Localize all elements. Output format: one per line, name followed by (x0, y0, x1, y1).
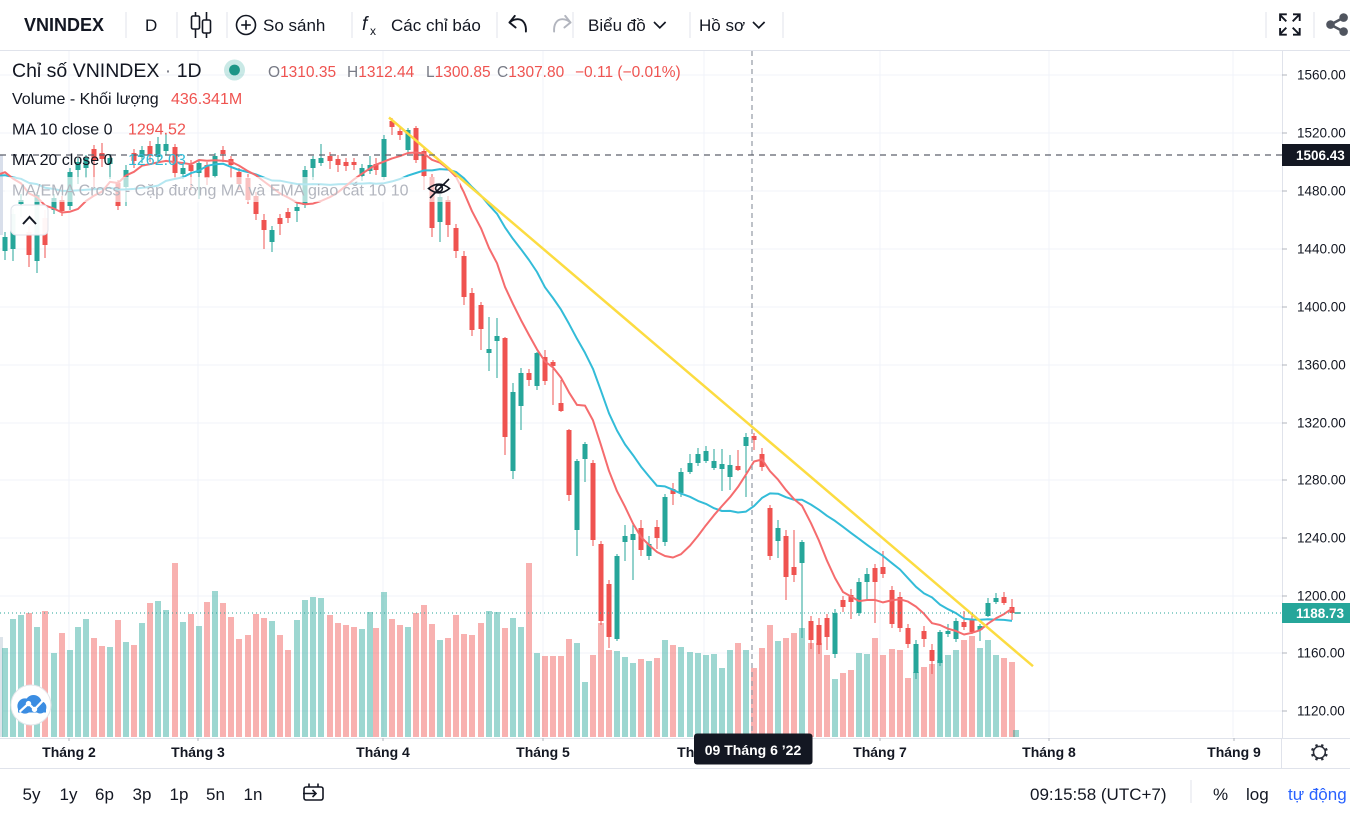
svg-text:1506.43: 1506.43 (1296, 148, 1345, 163)
svg-text:1560.00: 1560.00 (1297, 68, 1346, 83)
svg-text:Tháng 3: Tháng 3 (171, 744, 225, 760)
svg-text:%: % (1213, 785, 1228, 804)
svg-text:1188.73: 1188.73 (1296, 606, 1345, 621)
svg-text:Hồ sơ: Hồ sơ (699, 16, 745, 35)
svg-text:1360.00: 1360.00 (1297, 358, 1346, 373)
svg-text:Tháng 9: Tháng 9 (1207, 744, 1261, 760)
svg-text:MA/EMA Cross - Cặp đường MA và: MA/EMA Cross - Cặp đường MA và EMA giao … (12, 181, 409, 200)
svg-text:So sánh: So sánh (263, 16, 325, 35)
svg-text:f: f (362, 14, 369, 35)
svg-text:1400.00: 1400.00 (1297, 300, 1346, 315)
svg-text:1280.00: 1280.00 (1297, 473, 1346, 488)
svg-text:Biểu đồ: Biểu đồ (588, 16, 646, 35)
svg-text:6p: 6p (95, 785, 114, 804)
svg-text:1520.00: 1520.00 (1297, 126, 1346, 141)
svg-text:1240.00: 1240.00 (1297, 531, 1346, 546)
svg-text:1480.00: 1480.00 (1297, 184, 1346, 199)
svg-text:x: x (370, 24, 376, 38)
svg-text:1160.00: 1160.00 (1297, 646, 1345, 661)
svg-text:Chỉ số VNINDEX · 1D: Chỉ số VNINDEX · 1D (12, 60, 202, 82)
svg-text:log: log (1246, 785, 1269, 804)
svg-text:5n: 5n (206, 785, 225, 804)
svg-text:1p: 1p (170, 785, 189, 804)
svg-text:3p: 3p (133, 785, 152, 804)
svg-text:Tháng 7: Tháng 7 (853, 744, 907, 760)
svg-text:5y: 5y (23, 785, 41, 804)
svg-text:1120.00: 1120.00 (1297, 704, 1345, 719)
svg-text:1n: 1n (244, 785, 263, 804)
svg-text:Tháng 5: Tháng 5 (516, 744, 570, 760)
svg-text:1320.00: 1320.00 (1297, 416, 1346, 431)
svg-text:1y: 1y (60, 785, 78, 804)
svg-text:D: D (145, 16, 157, 35)
svg-text:VNINDEX: VNINDEX (24, 15, 104, 35)
svg-text:Tháng 2: Tháng 2 (42, 744, 96, 760)
svg-text:Tháng 8: Tháng 8 (1022, 744, 1076, 760)
svg-text:1440.00: 1440.00 (1297, 242, 1346, 257)
svg-text:1200.00: 1200.00 (1297, 589, 1346, 604)
svg-text:tự động: tự động (1288, 785, 1347, 804)
svg-text:Tháng 4: Tháng 4 (356, 744, 410, 760)
svg-text:09:15:58 (UTC+7): 09:15:58 (UTC+7) (1030, 785, 1167, 804)
svg-text:Các chỉ báo: Các chỉ báo (391, 16, 481, 35)
svg-text:09 Tháng 6 ’22: 09 Tháng 6 ’22 (705, 742, 802, 758)
